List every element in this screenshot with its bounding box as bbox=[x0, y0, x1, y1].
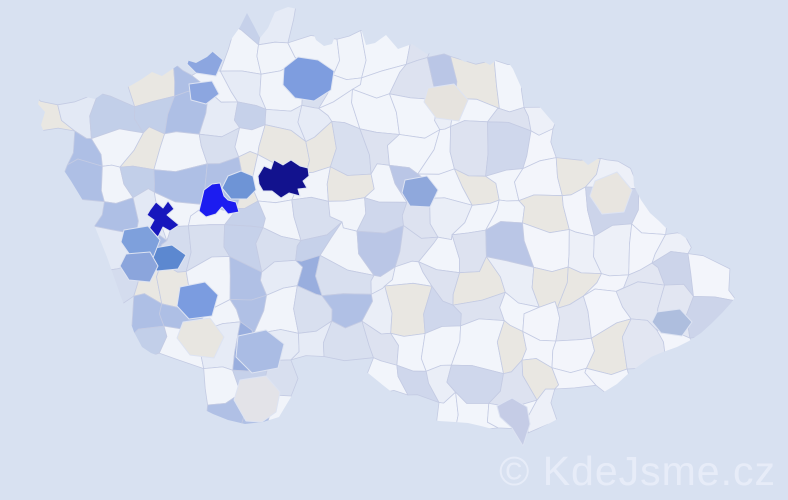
map-region[interactable] bbox=[449, 120, 489, 177]
map-region-highlight[interactable] bbox=[233, 375, 281, 423]
map-region-highlight[interactable] bbox=[282, 56, 335, 102]
map-region-highlight[interactable] bbox=[119, 251, 159, 283]
map-highlights-layer bbox=[119, 48, 693, 447]
map-region-highlight[interactable] bbox=[176, 317, 225, 359]
map-region[interactable] bbox=[493, 59, 527, 113]
map-region-highlight[interactable] bbox=[257, 159, 310, 199]
map-region[interactable] bbox=[584, 367, 635, 408]
map-region[interactable] bbox=[656, 329, 706, 376]
map-region[interactable] bbox=[61, 158, 105, 203]
map-region[interactable] bbox=[687, 253, 738, 302]
map-region-highlight[interactable] bbox=[188, 80, 220, 105]
map-region-highlight[interactable] bbox=[221, 170, 257, 200]
map-cells-layer bbox=[38, 0, 741, 438]
map-region[interactable] bbox=[258, 0, 299, 46]
map-region-highlight[interactable] bbox=[146, 200, 180, 238]
map-region-highlight[interactable] bbox=[176, 281, 219, 320]
map-region-highlight[interactable] bbox=[496, 397, 531, 447]
map-region-highlight[interactable] bbox=[589, 171, 633, 215]
map-region-highlight[interactable] bbox=[401, 175, 439, 208]
map-region-highlight[interactable] bbox=[186, 48, 224, 77]
map-region-highlight[interactable] bbox=[235, 329, 285, 374]
map-region[interactable] bbox=[685, 296, 741, 339]
map-region-highlight[interactable] bbox=[198, 182, 240, 218]
map-region[interactable] bbox=[120, 325, 168, 362]
map-region-highlight[interactable] bbox=[651, 308, 693, 337]
map-region-highlight[interactable] bbox=[423, 83, 469, 122]
